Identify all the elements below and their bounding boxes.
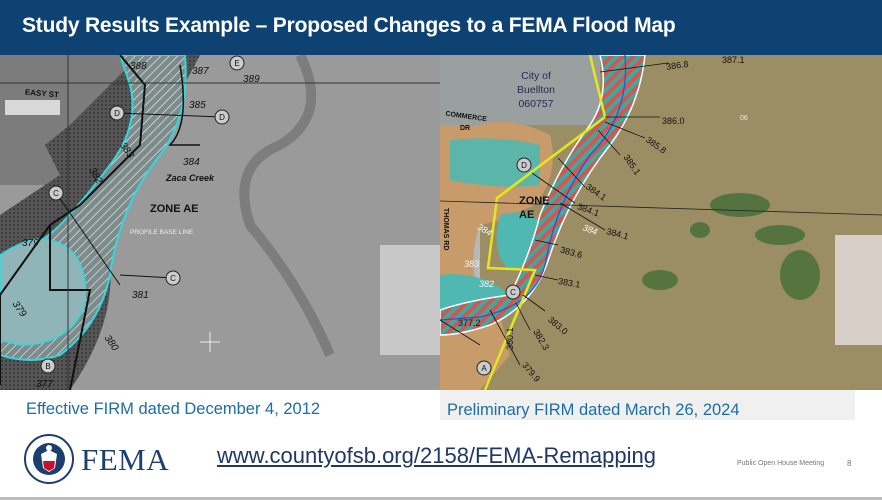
cross-section-marker: B — [40, 358, 56, 374]
cross-section-marker: E — [229, 55, 245, 71]
street-label: EASY ST — [25, 88, 60, 100]
svg-text:D: D — [114, 109, 120, 118]
street-label: THOMAS RD — [442, 208, 449, 250]
effective-firm-map: 388 387 389 385 383 382 384 379 381 379 … — [0, 55, 440, 390]
bfe-label: 06 — [740, 115, 748, 122]
cross-section-marker: C — [165, 270, 181, 286]
cross-section-marker: C — [48, 185, 64, 201]
svg-text:ZONE: ZONE — [519, 195, 550, 207]
bfe-label: 384 — [581, 222, 599, 237]
zone-label: ZONE AE — [519, 195, 550, 221]
bfe-label: 385 — [189, 100, 206, 111]
cross-section-marker: A — [476, 360, 492, 376]
svg-text:Buellton: Buellton — [517, 84, 555, 96]
bfe-label: 383.1 — [557, 276, 581, 290]
profile-base-line-label: PROFILE BASE LINE — [130, 229, 194, 236]
svg-text:DR: DR — [460, 125, 470, 132]
bfe-label: 381 — [132, 290, 149, 301]
bfe-label: 386.0 — [662, 116, 685, 126]
svg-text:E: E — [234, 59, 239, 68]
effective-firm-caption: Effective FIRM dated December 4, 2012 — [26, 400, 321, 418]
svg-text:A: A — [481, 364, 487, 373]
preliminary-firm-caption: Preliminary FIRM dated March 26, 2024 — [447, 401, 740, 419]
bfe-label: 389 — [243, 74, 260, 85]
svg-text:C: C — [170, 274, 176, 283]
zone-label: ZONE AE — [150, 203, 199, 215]
dhs-seal-icon — [24, 434, 74, 484]
svg-text:AE: AE — [519, 209, 534, 221]
cross-section-marker: D — [516, 157, 532, 173]
svg-text:City of: City of — [521, 70, 551, 82]
bfe-label: 377 — [36, 379, 53, 390]
svg-text:060757: 060757 — [518, 98, 553, 110]
svg-text:C: C — [510, 288, 516, 297]
cross-section-marker: D — [109, 105, 125, 121]
creek-label: Zaca Creek — [165, 173, 215, 183]
bfe-label: 377.2 — [458, 318, 481, 328]
bfe-label: 382 — [479, 279, 494, 289]
preliminary-firm-map: 386.8 387.1 386.0 385.8 385.1 384.1 384.… — [440, 55, 882, 390]
svg-text:D: D — [521, 161, 527, 170]
cross-section-marker: C — [505, 284, 521, 300]
bfe-label: 384 — [183, 157, 200, 168]
page-number: 8 — [847, 459, 852, 468]
bfe-label: 387.1 — [722, 55, 745, 65]
bfe-label: 386.8 — [665, 59, 689, 72]
cross-section-marker: D — [214, 109, 230, 125]
bfe-label: 383 — [464, 259, 479, 269]
bfe-label: 387 — [192, 66, 209, 77]
bfe-label: 380.1 — [505, 327, 515, 350]
slide-bottom-border — [0, 497, 882, 500]
preliminary-caption-box — [440, 390, 855, 420]
slide-header: Study Results Example – Proposed Changes… — [0, 0, 882, 55]
svg-text:C: C — [53, 189, 59, 198]
bfe-label: 379 — [22, 238, 39, 249]
city-label: City of Buellton 060757 — [517, 70, 555, 110]
remapping-link[interactable]: www.countyofsb.org/2158/FEMA-Remapping — [217, 443, 656, 468]
svg-text:D: D — [219, 113, 225, 122]
svg-text:B: B — [45, 362, 50, 371]
bfe-label: 388 — [130, 61, 147, 72]
fema-logo: FEMA — [81, 442, 170, 477]
slide-title: Study Results Example – Proposed Changes… — [22, 14, 676, 37]
crosshair-cursor — [200, 332, 220, 352]
meeting-label: Public Open House Meeting — [737, 460, 825, 467]
